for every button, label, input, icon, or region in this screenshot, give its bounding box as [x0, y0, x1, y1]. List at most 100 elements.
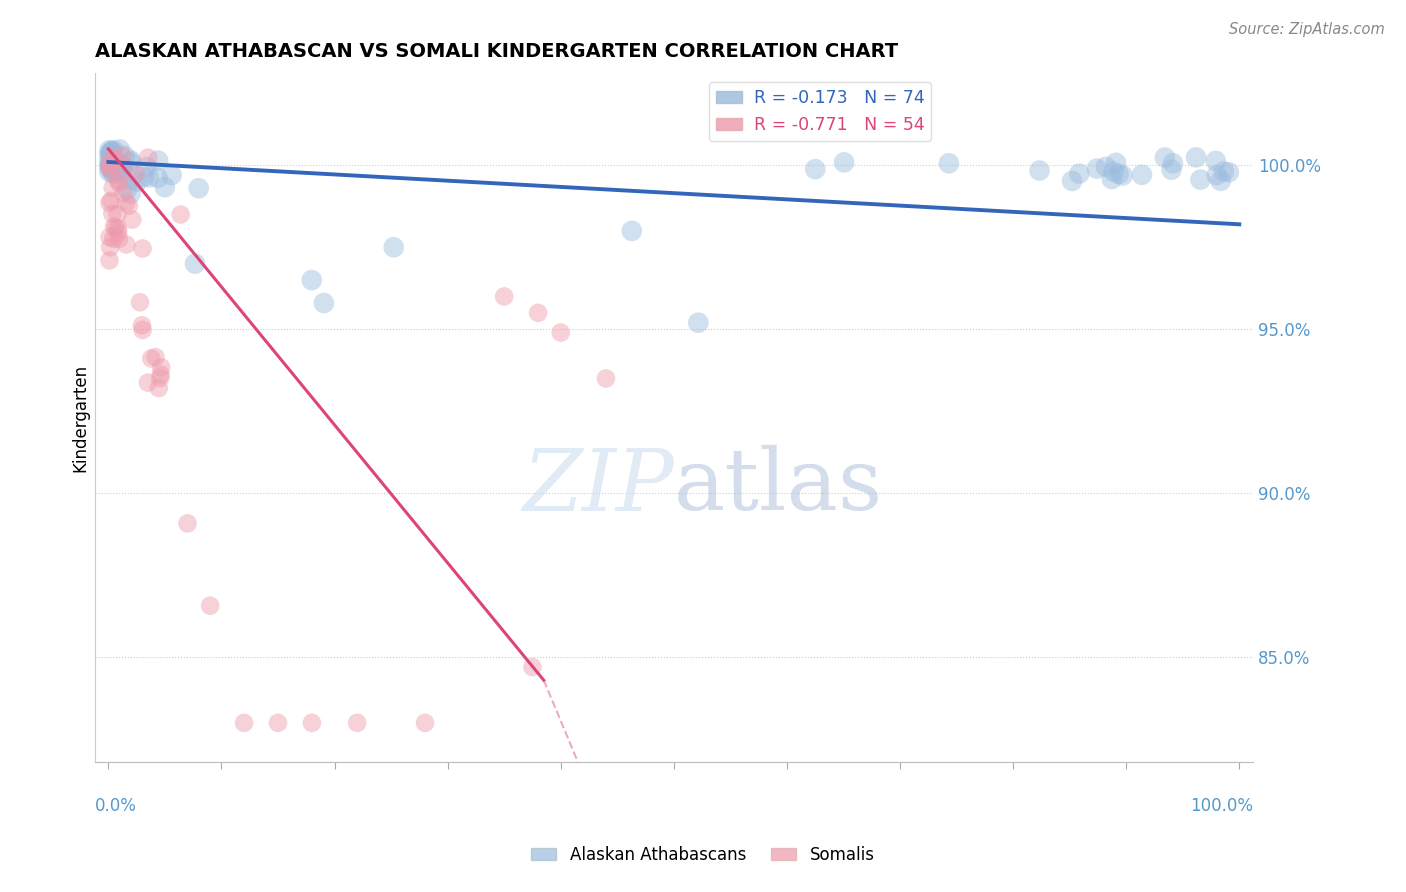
Point [103, 219, 125, 234]
Point [121, 212, 143, 227]
Point [160, 168, 183, 182]
Point [108, 161, 131, 176]
Point [107, 173, 129, 187]
Point [98, 154, 121, 169]
Point [1069, 167, 1091, 181]
Point [169, 208, 191, 222]
Point [198, 599, 221, 613]
Point [105, 207, 128, 221]
Point [98, 164, 121, 178]
Point [101, 151, 124, 165]
Point [1160, 162, 1182, 177]
Point [110, 157, 132, 171]
Point [115, 182, 138, 196]
Point [98, 161, 121, 175]
Point [108, 176, 131, 190]
Point [98, 230, 121, 244]
Point [382, 240, 405, 254]
Point [1161, 156, 1184, 170]
Point [101, 207, 124, 221]
Point [938, 156, 960, 170]
Point [176, 516, 198, 531]
Point [153, 180, 176, 194]
Point [1218, 165, 1240, 179]
Point [187, 181, 209, 195]
Point [98, 240, 121, 254]
Point [114, 149, 136, 163]
Point [1205, 168, 1227, 182]
Point [832, 155, 855, 169]
Point [136, 376, 159, 390]
Point [550, 326, 572, 340]
Point [115, 237, 138, 252]
Point [146, 170, 169, 185]
Text: atlas: atlas [673, 445, 883, 528]
Point [1085, 161, 1108, 176]
Point [131, 323, 153, 337]
Point [148, 381, 170, 395]
Point [100, 147, 122, 161]
Point [1095, 160, 1118, 174]
Point [98, 157, 121, 171]
Point [1105, 155, 1128, 169]
Point [98, 146, 121, 161]
Point [1212, 164, 1234, 178]
Text: ZIP: ZIP [522, 445, 673, 528]
Point [100, 145, 122, 159]
Legend: R = -0.173   N = 74, R = -0.771   N = 54: R = -0.173 N = 74, R = -0.771 N = 54 [709, 82, 932, 141]
Point [120, 153, 142, 168]
Point [105, 160, 128, 174]
Point [120, 172, 142, 186]
Point [100, 144, 122, 158]
Point [103, 160, 125, 174]
Point [595, 371, 617, 385]
Point [1185, 150, 1208, 164]
Point [100, 194, 122, 208]
Point [98, 149, 121, 163]
Point [101, 156, 124, 170]
Point [120, 155, 142, 169]
Point [1189, 172, 1212, 186]
Point [146, 153, 169, 168]
Point [620, 224, 643, 238]
Text: Source: ZipAtlas.com: Source: ZipAtlas.com [1229, 22, 1385, 37]
Point [98, 161, 121, 175]
Point [135, 160, 157, 174]
Point [118, 198, 141, 212]
Point [104, 165, 127, 179]
Point [150, 360, 173, 375]
Y-axis label: Kindergarten: Kindergarten [72, 364, 89, 472]
Point [312, 296, 335, 310]
Text: 100.0%: 100.0% [1189, 797, 1253, 814]
Point [131, 242, 153, 256]
Point [131, 318, 153, 333]
Point [101, 164, 124, 178]
Point [125, 167, 148, 181]
Point [103, 150, 125, 164]
Point [98, 157, 121, 171]
Point [110, 167, 132, 181]
Point [494, 289, 516, 303]
Point [413, 715, 436, 730]
Point [149, 371, 172, 385]
Point [301, 273, 323, 287]
Point [1130, 168, 1153, 182]
Point [101, 153, 124, 167]
Point [100, 162, 122, 177]
Text: 0.0%: 0.0% [94, 797, 136, 814]
Point [1028, 163, 1050, 178]
Point [104, 220, 127, 235]
Point [1205, 153, 1227, 168]
Point [1154, 151, 1177, 165]
Point [110, 161, 132, 176]
Point [233, 715, 256, 730]
Point [1101, 172, 1123, 186]
Point [136, 151, 159, 165]
Point [145, 350, 167, 364]
Point [141, 351, 163, 366]
Point [107, 226, 129, 240]
Point [688, 316, 710, 330]
Point [103, 167, 125, 181]
Point [108, 157, 131, 171]
Point [98, 143, 121, 157]
